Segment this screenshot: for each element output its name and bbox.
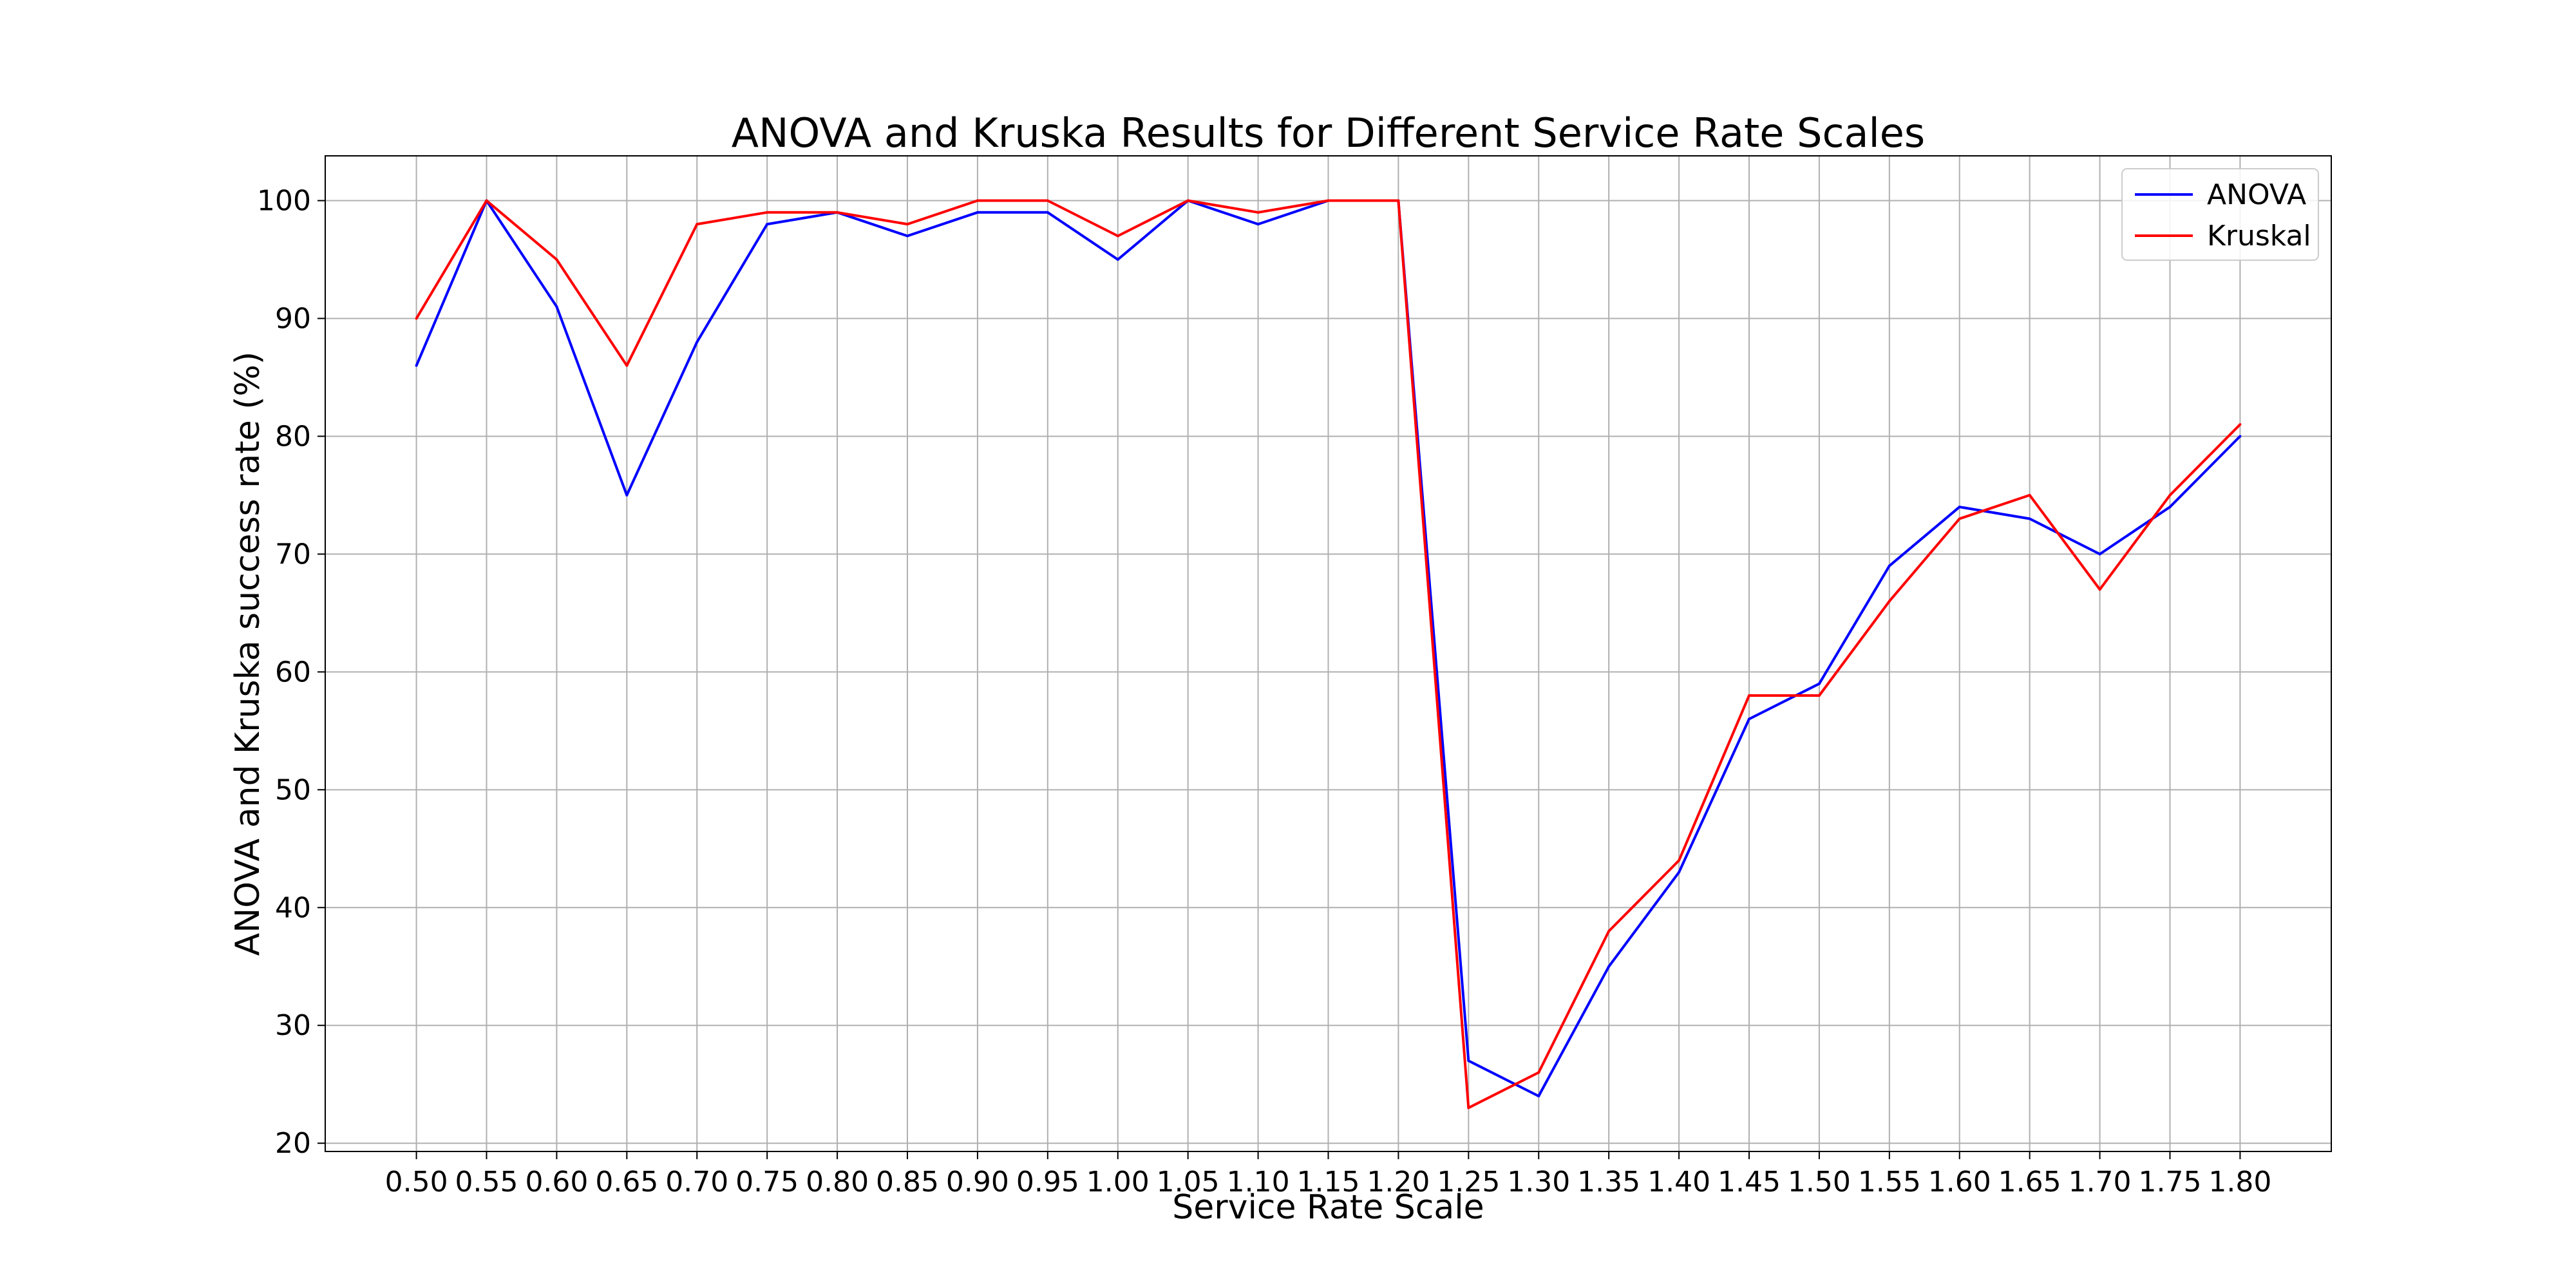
y-tick-label: 70 — [275, 538, 311, 571]
x-axis-label: Service Rate Scale — [1172, 1188, 1484, 1227]
data-point-kruskal — [2168, 493, 2172, 497]
data-point-anova — [696, 341, 699, 344]
x-tick-label: 0.85 — [876, 1166, 939, 1198]
data-point-kruskal — [1607, 929, 1611, 933]
x-tick-label: 1.40 — [1647, 1166, 1710, 1198]
x-tick-label: 0.55 — [455, 1166, 518, 1198]
data-point-kruskal — [2239, 423, 2242, 426]
x-tick-label: 1.20 — [1367, 1166, 1430, 1198]
legend-label-anova: ANOVA — [2207, 178, 2306, 211]
legend-label-kruskal: Kruskal — [2207, 220, 2311, 252]
x-tick-label: 1.80 — [2208, 1166, 2271, 1198]
data-point-anova — [2098, 553, 2101, 556]
data-point-kruskal — [1747, 694, 1750, 697]
x-tick-label: 0.50 — [385, 1166, 448, 1198]
y-tick-label: 100 — [257, 185, 311, 218]
data-point-anova — [976, 211, 979, 214]
data-point-kruskal — [1186, 199, 1189, 202]
data-point-kruskal — [1467, 1106, 1470, 1110]
data-point-kruskal — [1116, 234, 1119, 238]
series-kruskal — [415, 199, 2242, 1110]
x-tick-label: 0.80 — [806, 1166, 869, 1198]
x-tick-label: 1.35 — [1577, 1166, 1640, 1198]
data-point-anova — [625, 493, 629, 497]
data-point-kruskal — [1397, 199, 1400, 202]
data-point-kruskal — [1256, 211, 1260, 214]
x-tick-label: 0.75 — [735, 1166, 799, 1198]
data-point-anova — [1678, 871, 1681, 874]
x-tick-label: 1.65 — [1998, 1166, 2061, 1198]
data-point-kruskal — [1327, 199, 1330, 202]
grid-lines — [325, 156, 2331, 1151]
x-axis-ticks: 0.50 0.55 0.60 0.65 0.70 0.75 0.80 0.85 0.90 0.95… — [385, 1151, 2271, 1198]
x-tick-label: 0.65 — [595, 1166, 658, 1198]
y-tick-label: 80 — [275, 420, 311, 453]
y-tick-label: 30 — [275, 1009, 311, 1042]
data-point-anova — [1817, 682, 1821, 685]
data-point-anova — [2028, 517, 2031, 520]
x-tick-label: 1.25 — [1437, 1166, 1500, 1198]
series-lines — [415, 199, 2242, 1110]
data-point-kruskal — [906, 223, 909, 226]
y-axis-label: ANOVA and Kruska success rate (%) — [229, 352, 267, 956]
data-point-anova — [1958, 506, 1961, 509]
data-point-kruskal — [976, 199, 979, 202]
data-point-kruskal — [625, 364, 629, 367]
data-point-anova — [1116, 258, 1119, 261]
data-point-kruskal — [1958, 517, 1961, 520]
y-tick-label: 60 — [275, 656, 311, 688]
x-tick-label: 1.30 — [1507, 1166, 1570, 1198]
data-point-kruskal — [485, 199, 488, 202]
data-point-anova — [766, 223, 769, 226]
x-tick-label: 1.50 — [1788, 1166, 1851, 1198]
data-point-kruskal — [555, 258, 558, 261]
x-tick-label: 0.95 — [1016, 1166, 1079, 1198]
chart-title: ANOVA and Kruska Results for Different S… — [732, 109, 1925, 156]
data-point-anova — [415, 364, 418, 367]
data-point-kruskal — [696, 223, 699, 226]
x-tick-label: 1.60 — [1928, 1166, 1991, 1198]
y-tick-label: 40 — [275, 891, 311, 924]
data-point-kruskal — [415, 317, 418, 320]
data-point-anova — [2168, 506, 2172, 509]
data-point-kruskal — [1888, 600, 1891, 603]
data-point-anova — [1537, 1095, 1540, 1098]
data-point-anova — [1888, 564, 1891, 567]
x-tick-label: 1.05 — [1157, 1166, 1220, 1198]
data-point-anova — [1607, 965, 1611, 968]
data-point-anova — [1256, 223, 1260, 226]
x-tick-label: 1.00 — [1086, 1166, 1150, 1198]
data-point-anova — [906, 234, 909, 238]
data-point-kruskal — [1678, 859, 1681, 862]
x-tick-label: 1.45 — [1718, 1166, 1781, 1198]
data-point-kruskal — [2028, 493, 2031, 497]
data-point-kruskal — [1537, 1071, 1540, 1074]
data-point-anova — [1046, 211, 1049, 214]
x-tick-label: 1.75 — [2139, 1166, 2202, 1198]
y-tick-label: 20 — [275, 1127, 311, 1160]
data-point-kruskal — [836, 211, 839, 214]
x-tick-label: 0.60 — [525, 1166, 588, 1198]
data-point-anova — [2239, 435, 2242, 438]
y-tick-label: 50 — [275, 773, 311, 806]
data-point-kruskal — [2098, 588, 2101, 591]
data-point-kruskal — [1817, 694, 1821, 697]
y-axis-ticks: 20 30 40 50 60 70 80 90 100 — [257, 185, 325, 1160]
x-tick-label: 1.15 — [1297, 1166, 1360, 1198]
data-point-kruskal — [1046, 199, 1049, 202]
y-tick-label: 90 — [275, 302, 311, 335]
legend: ANOVA Kruskal — [2121, 168, 2319, 261]
x-tick-label: 0.90 — [946, 1166, 1009, 1198]
x-tick-label: 1.55 — [1858, 1166, 1921, 1198]
data-point-anova — [1467, 1059, 1470, 1063]
x-tick-label: 0.70 — [665, 1166, 728, 1198]
data-point-anova — [1747, 717, 1750, 721]
x-tick-label: 1.70 — [2069, 1166, 2132, 1198]
data-point-kruskal — [766, 211, 769, 214]
legend-box — [2121, 168, 2319, 261]
x-tick-label: 1.10 — [1227, 1166, 1290, 1198]
data-point-anova — [555, 305, 558, 308]
